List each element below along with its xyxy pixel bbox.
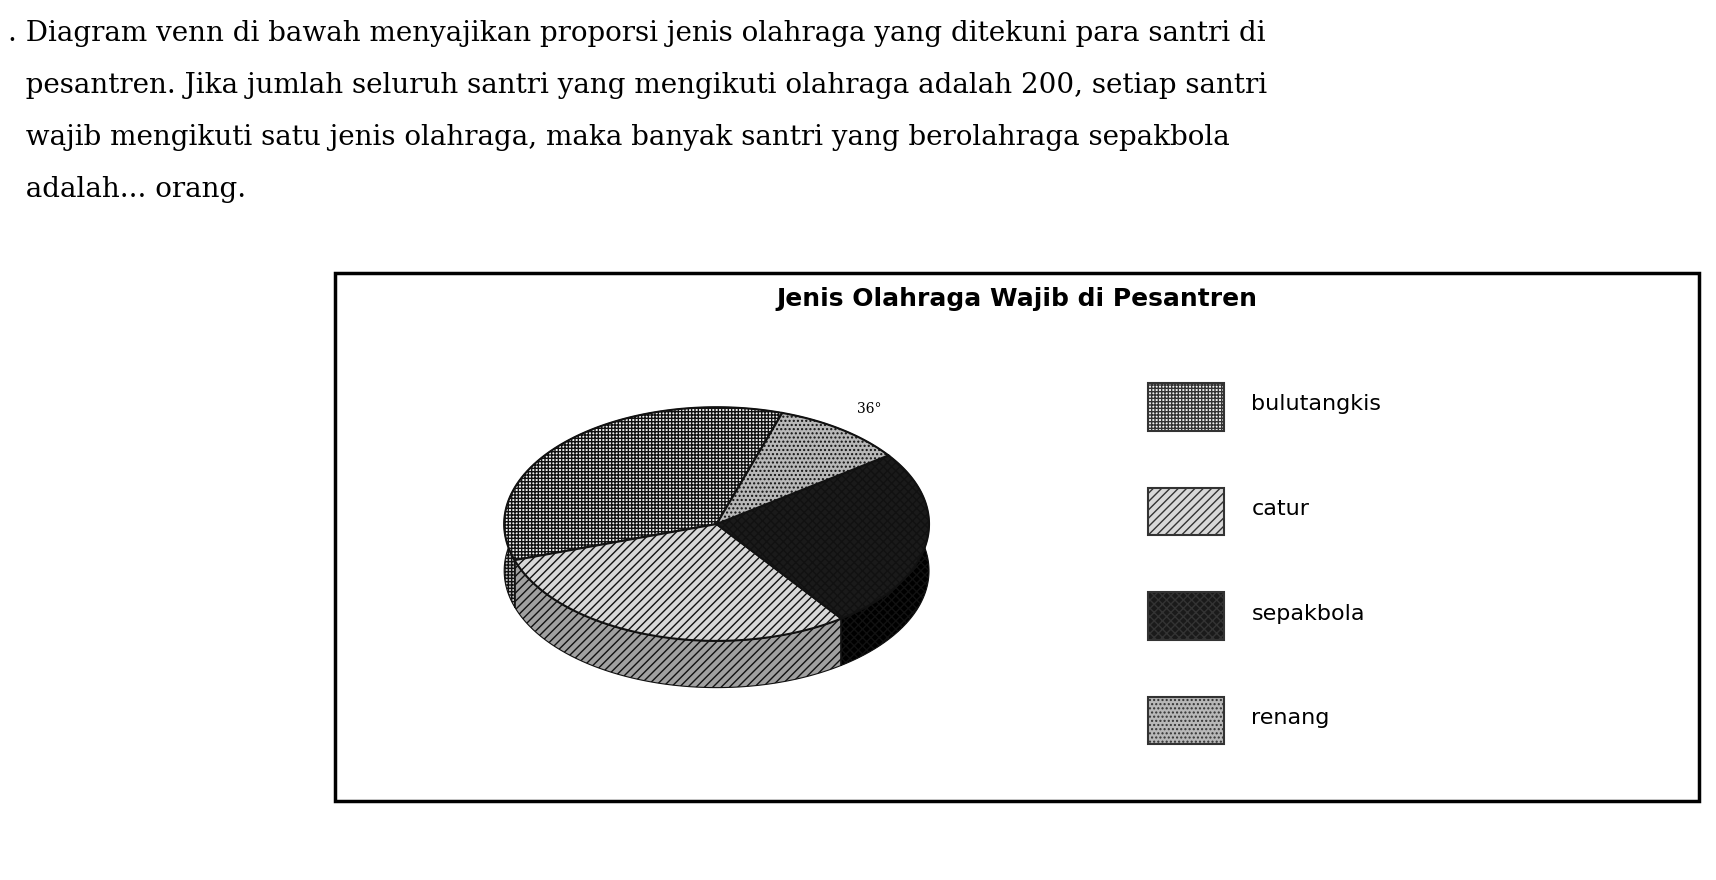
Text: adalah... orang.: adalah... orang. [9, 176, 245, 203]
Text: Jenis Olahraga Wajib di Pesantren: Jenis Olahraga Wajib di Pesantren [776, 287, 1258, 311]
Text: 36°: 36° [856, 402, 882, 415]
Text: pesantren. Jika jumlah seluruh santri yang mengikuti olahraga adalah 200, setiap: pesantren. Jika jumlah seluruh santri ya… [9, 72, 1266, 99]
Polygon shape [717, 413, 889, 524]
Polygon shape [515, 524, 841, 641]
FancyBboxPatch shape [1148, 488, 1224, 535]
Polygon shape [515, 561, 841, 687]
Text: wajib mengikuti satu jenis olahraga, maka banyak santri yang berolahraga sepakbo: wajib mengikuti satu jenis olahraga, mak… [9, 124, 1230, 151]
Polygon shape [717, 455, 928, 619]
Text: sepakbola: sepakbola [1251, 604, 1364, 624]
FancyBboxPatch shape [1148, 383, 1224, 430]
Bar [335, 273, 1699, 801]
Text: bulutangkis: bulutangkis [1251, 394, 1381, 414]
Text: renang: renang [1251, 708, 1330, 728]
Polygon shape [782, 413, 889, 502]
FancyBboxPatch shape [1148, 592, 1224, 640]
Polygon shape [841, 455, 928, 665]
Polygon shape [505, 407, 782, 561]
Text: . Diagram venn di bawah menyajikan proporsi jenis olahraga yang ditekuni para sa: . Diagram venn di bawah menyajikan propo… [9, 20, 1266, 47]
Text: catur: catur [1251, 499, 1309, 519]
FancyBboxPatch shape [1148, 697, 1224, 744]
Polygon shape [505, 407, 782, 607]
